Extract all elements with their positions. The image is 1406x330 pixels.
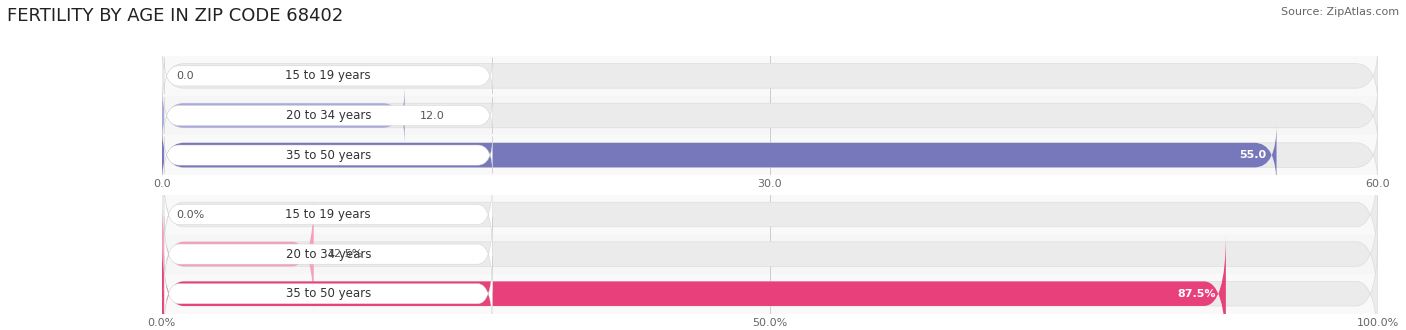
- FancyBboxPatch shape: [162, 235, 1378, 330]
- FancyBboxPatch shape: [165, 177, 492, 252]
- FancyBboxPatch shape: [165, 256, 492, 330]
- Text: 20 to 34 years: 20 to 34 years: [285, 109, 371, 122]
- FancyBboxPatch shape: [162, 85, 405, 146]
- Bar: [162, 274, 1378, 314]
- Text: 12.0: 12.0: [419, 111, 444, 120]
- Text: 15 to 19 years: 15 to 19 years: [285, 69, 371, 82]
- Text: 20 to 34 years: 20 to 34 years: [285, 248, 371, 261]
- FancyBboxPatch shape: [162, 46, 1378, 106]
- FancyBboxPatch shape: [162, 125, 1378, 185]
- FancyBboxPatch shape: [162, 235, 1226, 330]
- Text: 15 to 19 years: 15 to 19 years: [285, 208, 371, 221]
- FancyBboxPatch shape: [165, 57, 492, 94]
- FancyBboxPatch shape: [165, 217, 492, 291]
- Bar: [162, 56, 1378, 96]
- Text: 35 to 50 years: 35 to 50 years: [285, 148, 371, 162]
- FancyBboxPatch shape: [165, 137, 492, 174]
- Text: 0.0: 0.0: [176, 71, 194, 81]
- Bar: [162, 234, 1378, 274]
- Text: FERTILITY BY AGE IN ZIP CODE 68402: FERTILITY BY AGE IN ZIP CODE 68402: [7, 7, 343, 25]
- FancyBboxPatch shape: [162, 195, 1378, 313]
- Bar: [162, 96, 1378, 135]
- FancyBboxPatch shape: [162, 155, 1378, 274]
- Text: Source: ZipAtlas.com: Source: ZipAtlas.com: [1281, 7, 1399, 16]
- Bar: [162, 135, 1378, 175]
- Text: 35 to 50 years: 35 to 50 years: [285, 287, 371, 300]
- FancyBboxPatch shape: [165, 97, 492, 134]
- Text: 0.0%: 0.0%: [176, 210, 204, 219]
- FancyBboxPatch shape: [162, 195, 314, 313]
- Text: 55.0: 55.0: [1240, 150, 1267, 160]
- Text: 87.5%: 87.5%: [1178, 289, 1216, 299]
- FancyBboxPatch shape: [162, 125, 1277, 185]
- Text: 12.5%: 12.5%: [329, 249, 364, 259]
- Bar: [162, 195, 1378, 234]
- FancyBboxPatch shape: [162, 85, 1378, 146]
